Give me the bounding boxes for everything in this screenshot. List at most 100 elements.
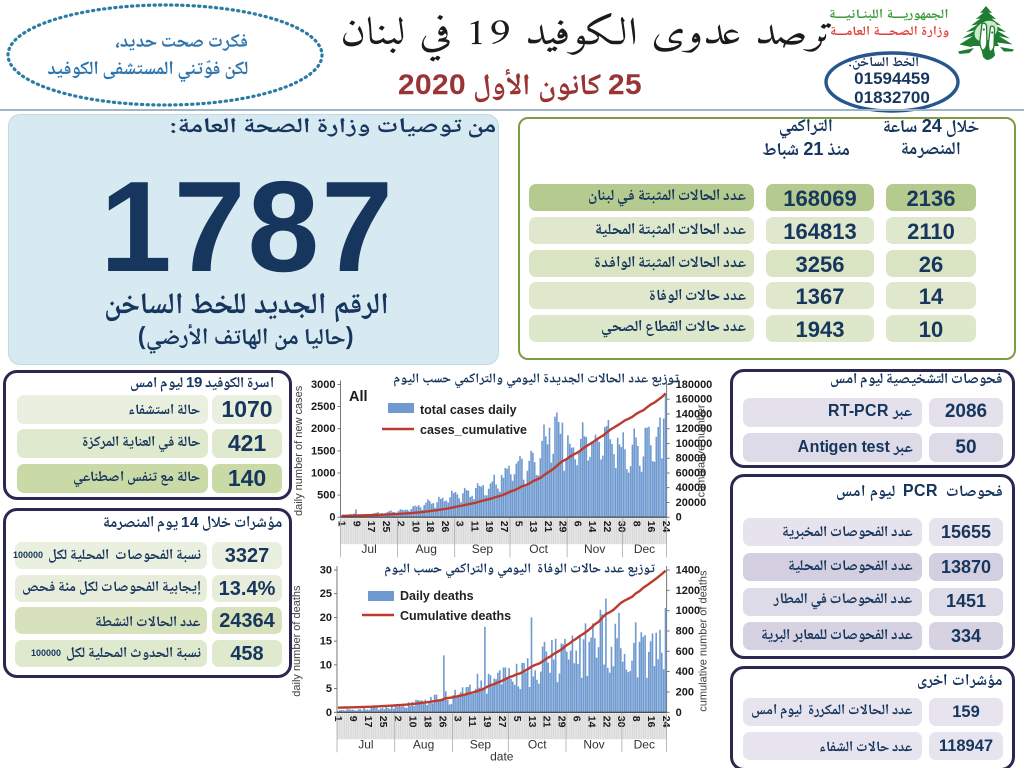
svg-text:11: 11 xyxy=(466,716,478,727)
svg-text:22: 22 xyxy=(601,521,613,533)
svg-text:daily number of deaths: daily number of deaths xyxy=(291,585,303,697)
svg-text:8: 8 xyxy=(630,521,642,527)
svg-text:13: 13 xyxy=(526,716,538,728)
svg-text:15: 15 xyxy=(320,636,332,648)
svg-text:18: 18 xyxy=(422,716,434,728)
svg-text:0: 0 xyxy=(329,512,335,524)
svg-text:0: 0 xyxy=(676,707,682,719)
svg-text:Sep: Sep xyxy=(470,737,492,751)
svg-text:5: 5 xyxy=(513,521,525,527)
svg-text:22: 22 xyxy=(600,716,612,728)
svg-text:Aug: Aug xyxy=(413,737,434,751)
svg-text:5: 5 xyxy=(511,716,523,722)
svg-text:Dec: Dec xyxy=(634,542,655,556)
svg-text:2000: 2000 xyxy=(311,423,335,435)
svg-text:1: 1 xyxy=(332,716,344,722)
svg-text:29: 29 xyxy=(556,716,568,728)
svg-text:9: 9 xyxy=(347,716,359,722)
svg-text:All: All xyxy=(349,389,368,405)
svg-text:100000: 100000 xyxy=(676,438,713,450)
svg-text:Nov: Nov xyxy=(583,737,604,751)
svg-text:9: 9 xyxy=(350,521,362,527)
svg-text:16: 16 xyxy=(645,716,657,728)
svg-text:3000: 3000 xyxy=(311,379,335,391)
svg-text:25: 25 xyxy=(320,588,332,600)
svg-text:140000: 140000 xyxy=(676,409,713,421)
svg-text:8: 8 xyxy=(630,716,642,722)
svg-text:daily number of new cases: daily number of new cases xyxy=(293,385,305,516)
svg-text:Daily deaths: Daily deaths xyxy=(400,589,474,603)
svg-text:2: 2 xyxy=(392,716,404,722)
svg-text:21: 21 xyxy=(542,521,554,533)
svg-text:60000: 60000 xyxy=(676,468,707,480)
svg-text:1200: 1200 xyxy=(676,585,700,597)
svg-text:25: 25 xyxy=(380,521,392,533)
svg-text:1000: 1000 xyxy=(676,605,700,617)
svg-text:200: 200 xyxy=(676,687,694,699)
svg-text:5: 5 xyxy=(326,683,332,695)
svg-text:1500: 1500 xyxy=(311,445,335,457)
svg-text:120000: 120000 xyxy=(676,423,713,435)
svg-text:400: 400 xyxy=(676,666,694,678)
svg-text:3: 3 xyxy=(451,716,463,722)
svg-text:10: 10 xyxy=(409,521,421,533)
svg-text:30: 30 xyxy=(616,521,628,533)
svg-text:2500: 2500 xyxy=(311,401,335,413)
svg-text:20000: 20000 xyxy=(676,497,707,509)
svg-text:160000: 160000 xyxy=(676,394,713,406)
svg-text:21: 21 xyxy=(541,716,553,728)
svg-text:29: 29 xyxy=(557,521,569,533)
svg-text:10: 10 xyxy=(320,659,332,671)
svg-text:180000: 180000 xyxy=(676,379,713,391)
svg-text:cumulative number of deaths: cumulative number of deaths xyxy=(698,570,710,712)
svg-text:Oct: Oct xyxy=(529,542,548,556)
svg-text:30: 30 xyxy=(615,716,627,728)
svg-text:17: 17 xyxy=(362,716,374,728)
svg-text:Jul: Jul xyxy=(358,737,373,751)
svg-text:500: 500 xyxy=(317,490,335,502)
svg-text:6: 6 xyxy=(571,521,583,527)
svg-text:10: 10 xyxy=(407,716,419,728)
svg-text:27: 27 xyxy=(498,521,510,533)
svg-text:Aug: Aug xyxy=(416,542,437,556)
svg-text:25: 25 xyxy=(377,716,389,728)
svg-text:600: 600 xyxy=(676,646,694,658)
svg-text:total cases daily: total cases daily xyxy=(420,403,517,417)
svg-text:Cumulative deaths: Cumulative deaths xyxy=(400,609,511,623)
svg-text:80000: 80000 xyxy=(676,453,707,465)
svg-text:40000: 40000 xyxy=(676,482,707,494)
svg-text:Nov: Nov xyxy=(584,542,605,556)
svg-text:Sep: Sep xyxy=(472,542,494,556)
svg-text:1400: 1400 xyxy=(676,565,700,577)
svg-text:date: date xyxy=(490,749,514,763)
svg-text:30: 30 xyxy=(320,565,332,577)
svg-text:1: 1 xyxy=(336,521,348,527)
svg-text:19: 19 xyxy=(481,716,493,728)
svg-text:14: 14 xyxy=(585,716,597,728)
svg-text:26: 26 xyxy=(439,521,451,533)
svg-text:0: 0 xyxy=(676,512,682,524)
svg-text:24: 24 xyxy=(660,521,672,533)
svg-text:800: 800 xyxy=(676,626,694,638)
svg-text:2: 2 xyxy=(395,521,407,527)
svg-text:27: 27 xyxy=(496,716,508,728)
svg-text:24: 24 xyxy=(660,716,672,728)
svg-text:3: 3 xyxy=(454,521,466,527)
svg-text:6: 6 xyxy=(571,716,583,722)
svg-text:Oct: Oct xyxy=(528,737,547,751)
svg-text:19: 19 xyxy=(483,521,495,533)
svg-text:11: 11 xyxy=(468,521,480,532)
svg-text:17: 17 xyxy=(365,521,377,533)
svg-text:0: 0 xyxy=(326,707,332,719)
svg-text:cumulative number: cumulative number xyxy=(696,404,708,497)
svg-text:13: 13 xyxy=(527,521,539,533)
svg-text:26: 26 xyxy=(436,716,448,728)
svg-text:20: 20 xyxy=(320,612,332,624)
svg-text:Dec: Dec xyxy=(634,737,655,751)
svg-text:Jul: Jul xyxy=(361,542,376,556)
svg-text:14: 14 xyxy=(586,521,598,533)
svg-text:1000: 1000 xyxy=(311,468,335,480)
svg-text:16: 16 xyxy=(645,521,657,533)
svg-text:cases_cumulative: cases_cumulative xyxy=(420,423,527,437)
svg-text:18: 18 xyxy=(424,521,436,533)
